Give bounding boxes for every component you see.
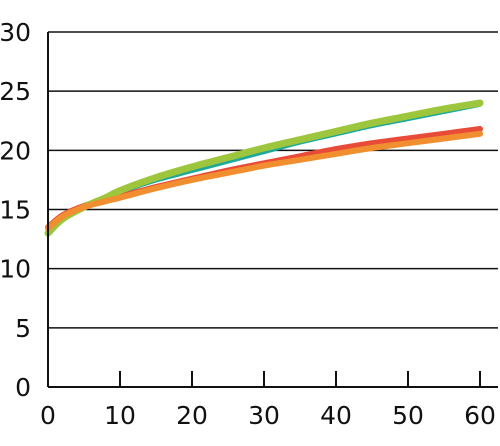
- axis-layer: [47, 32, 498, 388]
- y-tick-label-25: 25: [0, 77, 31, 106]
- series-layer: [44, 99, 484, 237]
- y-tick-labels: 0 5 10 15 20 25 30: [0, 18, 31, 402]
- y-tick-label-0: 0: [15, 373, 31, 402]
- x-tick-labels: 0 10 20 30 40 50 60: [40, 401, 496, 430]
- x-tick-label-0: 0: [40, 401, 56, 430]
- x-tick-label-40: 40: [320, 401, 352, 430]
- y-tick-label-5: 5: [15, 314, 31, 343]
- series-line-4: [45, 130, 483, 232]
- y-tick-label-15: 15: [0, 196, 31, 225]
- x-tick-label-60: 60: [464, 401, 496, 430]
- x-tick-label-30: 30: [248, 401, 280, 430]
- x-tick-label-20: 20: [176, 401, 208, 430]
- y-tick-label-30: 30: [0, 18, 31, 47]
- x-tick-label-50: 50: [392, 401, 424, 430]
- x-tick-label-10: 10: [104, 401, 136, 430]
- y-tick-label-20: 20: [0, 136, 31, 165]
- grid-layer: [48, 31, 498, 329]
- y-tick-label-10: 10: [0, 255, 31, 284]
- series-line-1: [46, 103, 482, 237]
